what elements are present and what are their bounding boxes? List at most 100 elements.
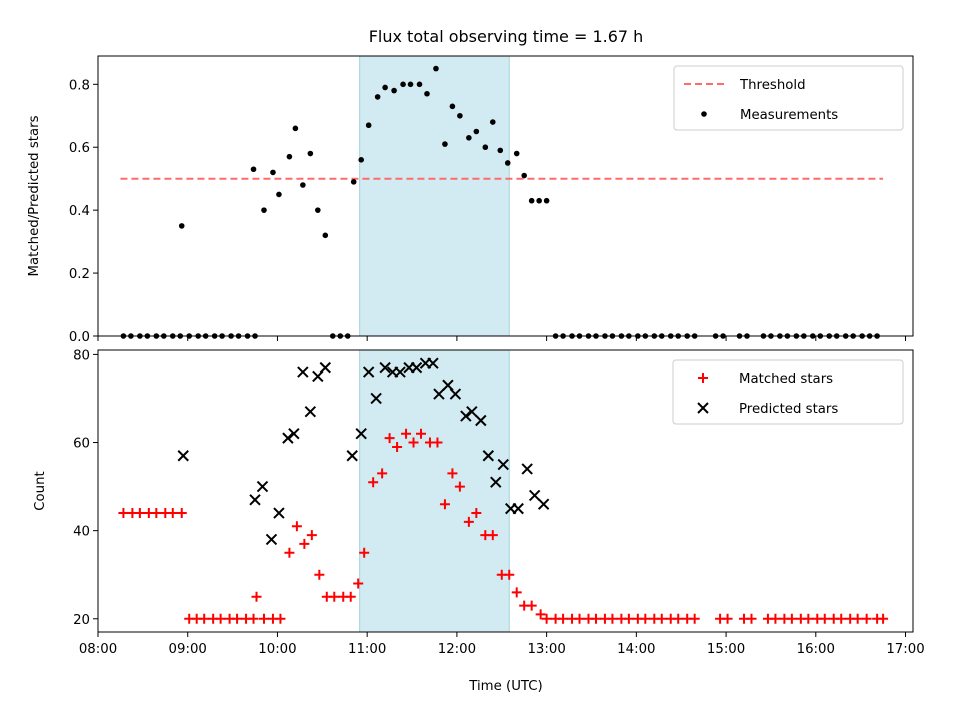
y-tick-label: 0.2: [69, 267, 90, 282]
measurement-point: [270, 169, 276, 176]
matched-star-point: [471, 508, 482, 519]
predicted-star-point: [410, 361, 423, 374]
bottom-legend: Matched stars Predicted stars: [672, 359, 904, 425]
matched-star-point: [359, 547, 370, 558]
matched-star-point: [284, 547, 295, 558]
top-axes-frame: [97, 55, 914, 337]
predicted-star-point: [466, 405, 478, 418]
matched-star-point: [432, 437, 443, 448]
predicted-star-point: [288, 428, 300, 440]
matched-star-point: [487, 530, 498, 541]
predicted-star-point: [297, 366, 309, 378]
x-tick-label: 12:00: [438, 642, 476, 657]
matched-star-point: [232, 613, 243, 624]
matched-star-point: [535, 609, 546, 620]
measurement-point: [482, 144, 489, 151]
measurement-point: [358, 157, 364, 163]
matched-star-point: [392, 441, 403, 452]
legend-label: Threshold: [739, 78, 806, 93]
predicted-star-point: [362, 366, 375, 378]
matched-star-point: [454, 481, 465, 492]
measurement-point: [489, 119, 496, 125]
measurement-point: [449, 103, 456, 110]
matched-star-point: [248, 613, 259, 624]
matched-star-point: [878, 613, 889, 624]
matched-star-point: [722, 613, 733, 624]
matched-star-point: [558, 613, 569, 624]
measurement-point: [543, 197, 550, 204]
measurement-point: [350, 179, 357, 185]
matched-star-point: [504, 569, 515, 580]
matched-star-point: [151, 508, 162, 519]
predicted-star-point: [433, 388, 445, 400]
x-tick-label: 11:00: [348, 642, 386, 657]
matched-star-point: [770, 613, 781, 624]
matched-star-point: [176, 508, 187, 519]
measurement-point: [466, 134, 472, 141]
y-tick-label: 80: [73, 348, 90, 363]
bottom-axes-frame: [97, 349, 914, 633]
matched-star-point: [353, 578, 364, 589]
measurement-point: [382, 84, 388, 91]
measurement-point: [536, 197, 542, 204]
matched-star-point: [541, 613, 552, 624]
matched-star-point: [852, 613, 863, 624]
matched-star-point: [134, 508, 145, 519]
measurement-point: [261, 207, 267, 213]
predicted-star-point: [249, 494, 261, 506]
y-tick-label: 0.0: [69, 330, 90, 345]
matched-star-point: [401, 428, 412, 439]
matched-star-point: [803, 613, 814, 624]
top-panel: 0.0 0.2 0.4 0.6 0.8 Matched/Predicted stars Th…: [27, 55, 914, 345]
matched-star-point: [345, 591, 356, 602]
matched-star-point: [199, 613, 210, 624]
measurement-point: [322, 232, 329, 239]
predicted-star-point: [355, 428, 367, 440]
measurement-point: [521, 172, 527, 179]
matched-star-point: [314, 569, 325, 580]
predicted-star-point: [273, 507, 285, 519]
matched-star-point: [118, 508, 129, 519]
measurement-point: [391, 87, 397, 94]
series-matched-stars: [118, 428, 889, 624]
measurement-point: [497, 147, 504, 154]
measurement-point: [400, 81, 406, 88]
matched-star-point: [377, 468, 388, 479]
legend-label: Predicted stars: [739, 402, 838, 417]
y-tick-label: 0.4: [69, 204, 90, 219]
matched-star-point: [368, 477, 379, 488]
x-tick-label: 13:00: [527, 642, 565, 657]
series-predicted-stars: [177, 357, 550, 546]
matched-star-point: [836, 613, 847, 624]
measurement-point: [276, 191, 282, 198]
measurement-point: [365, 122, 372, 129]
predicted-star-point: [319, 361, 332, 374]
predicted-star-point: [475, 414, 487, 427]
matched-star-point: [746, 613, 757, 624]
predicted-star-point: [490, 476, 502, 488]
matched-star-point: [258, 613, 269, 624]
y-tick-label: 0.8: [69, 78, 90, 93]
matched-star-point: [526, 600, 537, 611]
legend-predicted-swatch: [697, 402, 709, 414]
predicted-star-point: [265, 533, 278, 546]
predicted-star-point: [256, 480, 269, 493]
matched-star-point: [408, 437, 419, 448]
predicted-star-point: [379, 361, 391, 374]
matched-star-point: [306, 530, 317, 541]
legend-label: Matched stars: [739, 372, 833, 387]
legend-measurement-swatch: [701, 111, 707, 117]
predicted-star-point: [528, 489, 541, 502]
predicted-star-point: [460, 410, 472, 422]
x-tick-label: 08:00: [79, 642, 117, 657]
matched-star-point: [640, 613, 651, 624]
x-tick-label: 14:00: [617, 642, 655, 657]
legend-matched-swatch: [698, 373, 708, 383]
bottom-panel: 20 40 60 80 08:00 09:00 10:00 11:00 12:00 13:00 14…: [33, 348, 925, 657]
legend-label: Measurements: [740, 108, 838, 123]
x-tick-label: 17:00: [886, 642, 924, 657]
matched-star-point: [439, 499, 450, 510]
measurement-point: [433, 65, 439, 72]
predicted-star-point: [512, 502, 524, 515]
